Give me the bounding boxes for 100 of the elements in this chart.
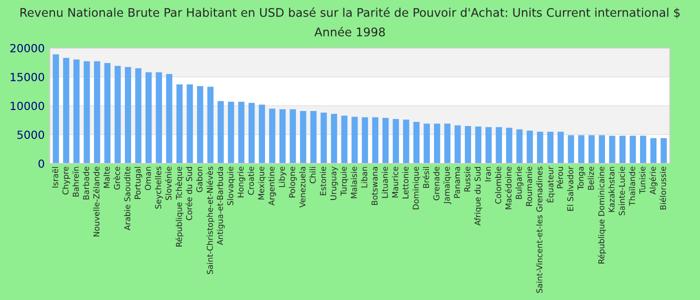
bar	[218, 101, 224, 164]
bar	[413, 122, 420, 164]
x-tick-label: Botswana	[372, 167, 378, 205]
bar	[619, 136, 626, 164]
x-tick-label: Colombie	[494, 166, 502, 204]
bar	[598, 135, 605, 164]
x-tick-label: Biélorussie	[660, 166, 666, 210]
x-tick-label: Thaïlande	[628, 166, 636, 206]
x-tick-label: Maurice	[392, 166, 398, 198]
y-tick-label: 10000	[10, 102, 44, 110]
x-tick-label: Jamaïque	[443, 166, 452, 204]
x-tick-label: Libye	[278, 166, 286, 188]
bar	[588, 135, 595, 164]
x-tick-label: Saint-Christophe-et-Niévès	[206, 166, 214, 274]
bar	[506, 128, 512, 164]
bar	[403, 120, 410, 164]
bar	[207, 86, 214, 164]
bar	[63, 58, 70, 164]
bar	[444, 124, 450, 164]
bar	[352, 116, 358, 164]
x-tick-label: Gabon	[196, 166, 202, 192]
x-tick-label: République Dominicaine	[598, 166, 606, 264]
bar	[248, 102, 255, 164]
y-tick-label: 15000	[10, 72, 44, 82]
x-tick-label: Chypre	[62, 166, 70, 195]
bar	[290, 109, 296, 164]
x-tick-label: Algérie	[649, 166, 658, 195]
bar	[135, 68, 142, 164]
x-tick-label: Belize	[588, 166, 594, 190]
bar	[650, 138, 657, 164]
x-tick-label: Israël	[52, 167, 58, 188]
x-tick-label: Chili	[310, 167, 316, 184]
x-tick-label: Tonga	[578, 167, 586, 190]
x-tick-label: El Salvador	[567, 166, 574, 211]
x-tick-label: Uruguay	[330, 166, 338, 200]
bar	[94, 61, 100, 164]
bar	[362, 117, 368, 164]
bar	[197, 86, 204, 164]
x-tick-label: Équateur	[546, 166, 555, 202]
x-tick-label: Arabie Saoudite	[124, 166, 130, 230]
x-tick-label: Malaisie	[350, 166, 357, 198]
bar	[341, 116, 348, 164]
bar	[485, 127, 492, 164]
x-tick-label: Corée du Sud	[186, 167, 192, 220]
x-tick-label: Bahreïn	[72, 166, 79, 196]
x-tick-label: Macédoine	[504, 166, 512, 210]
x-tick-label: Slovaquie	[227, 166, 235, 206]
bar	[114, 66, 121, 164]
x-tick-label: Antigua-et-Barbuda	[216, 167, 225, 246]
x-tick-label: Kazakhstan	[608, 166, 615, 212]
bar	[228, 102, 234, 164]
x-tick-label: Afrique du Sud	[474, 167, 482, 226]
x-tick-label: Croatie	[248, 166, 254, 195]
bar	[464, 126, 472, 164]
bar	[124, 67, 132, 164]
bar	[475, 126, 482, 164]
x-tick-label: Panama	[454, 167, 460, 198]
bar	[310, 110, 317, 164]
x-tick-label: Tunisie	[639, 166, 646, 194]
bar	[146, 72, 152, 164]
x-tick-label: Slovénie	[164, 166, 172, 200]
y-tick-label: 5000	[17, 130, 44, 140]
bar	[73, 60, 80, 164]
x-tick-label: Grèce	[113, 166, 120, 190]
chart-subtitle: Année 1998	[314, 26, 385, 36]
x-tick-label: Pérou	[556, 167, 564, 188]
x-tick-label: Dominique	[412, 166, 420, 210]
bar	[84, 61, 90, 164]
bar	[238, 102, 244, 164]
y-tick-label: 0	[38, 159, 44, 168]
bar	[526, 130, 533, 164]
bar	[434, 124, 440, 164]
bar	[640, 136, 646, 164]
bar	[258, 104, 266, 164]
bar	[392, 119, 399, 164]
x-tick-label: République Tchèque	[175, 166, 184, 246]
x-tick-label: Grenade	[433, 166, 440, 200]
bar	[568, 135, 574, 164]
x-tick-label: Venezuela	[299, 167, 306, 208]
x-tick-label: Turquie	[340, 166, 348, 196]
x-tick-label: Oman	[144, 166, 151, 190]
bar	[279, 109, 286, 164]
bar	[372, 117, 378, 164]
bar	[382, 118, 389, 164]
bar	[537, 132, 544, 164]
bar	[660, 138, 667, 164]
bar	[269, 108, 276, 164]
chart-title: Revenu Nationale Brute Par Habitant en USD basé sur la Parité de Pouvoir d'Achat: Units Current international $	[20, 7, 680, 18]
bar	[186, 84, 193, 164]
x-tick-label: Bulgarie	[516, 166, 524, 199]
bar	[300, 110, 306, 164]
bar	[609, 136, 616, 164]
bar	[330, 114, 338, 164]
x-tick-label: Hongrie	[237, 166, 246, 198]
bar	[156, 72, 162, 164]
x-tick-label: Estonie	[320, 166, 326, 196]
bar	[424, 124, 430, 164]
x-tick-label: Mexique	[258, 166, 266, 200]
x-tick-label: Sainte-Lucie	[618, 166, 625, 216]
bar	[166, 74, 172, 164]
